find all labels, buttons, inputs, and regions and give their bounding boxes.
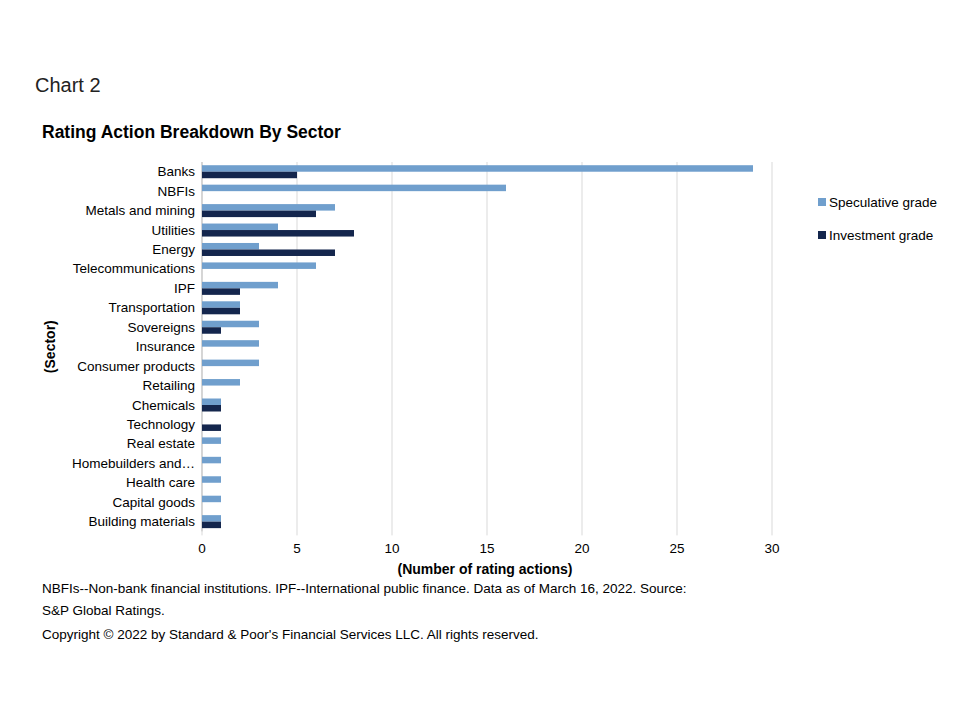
bar bbox=[202, 321, 259, 328]
category-label: Retailing bbox=[142, 378, 195, 393]
bar bbox=[202, 463, 203, 470]
bar bbox=[202, 301, 240, 308]
category-label: Building materials bbox=[88, 514, 195, 529]
tick-label: 15 bbox=[479, 541, 494, 556]
category-label: Utilities bbox=[151, 223, 195, 238]
bar bbox=[202, 165, 753, 172]
category-label: Real estate bbox=[127, 436, 195, 451]
legend: Speculative grade Investment grade bbox=[818, 195, 937, 243]
category-label: Sovereigns bbox=[127, 320, 195, 335]
grid-line bbox=[487, 162, 488, 535]
bar bbox=[202, 249, 335, 256]
bar bbox=[202, 457, 221, 464]
grid-line bbox=[392, 162, 393, 535]
grid-line bbox=[582, 162, 583, 535]
bar bbox=[202, 243, 259, 250]
bar bbox=[202, 269, 203, 276]
bar bbox=[202, 444, 203, 451]
bar bbox=[202, 308, 240, 315]
note: S&P Global Ratings. bbox=[42, 603, 165, 618]
caption: Chart 2 bbox=[35, 74, 101, 96]
bar bbox=[202, 172, 297, 179]
tick-label: 5 bbox=[293, 541, 301, 556]
y-axis-label: (Sector) bbox=[42, 320, 58, 373]
category-label: Homebuilders and… bbox=[72, 456, 195, 471]
bar bbox=[202, 483, 203, 490]
bar bbox=[202, 347, 203, 354]
bar bbox=[202, 437, 221, 444]
bar bbox=[202, 379, 240, 386]
bar bbox=[202, 399, 221, 406]
category-label: Telecommunications bbox=[73, 261, 196, 276]
category-label: IPF bbox=[174, 281, 195, 296]
category-label: Capital goods bbox=[112, 495, 195, 510]
bar bbox=[202, 340, 259, 347]
category-label: Chemicals bbox=[132, 398, 195, 413]
bar bbox=[202, 262, 316, 269]
grid bbox=[202, 162, 772, 535]
category-label: Health care bbox=[126, 475, 195, 490]
title: Rating Action Breakdown By Sector bbox=[42, 122, 341, 142]
x-axis-label: (Number of rating actions) bbox=[397, 561, 572, 577]
tick-label: 30 bbox=[764, 541, 779, 556]
grid-line bbox=[297, 162, 298, 535]
legend-label: Speculative grade bbox=[829, 195, 937, 210]
bars bbox=[202, 165, 753, 528]
note: NBFIs--Non-bank financial institutions. … bbox=[42, 581, 687, 596]
category-label: Metals and mining bbox=[85, 203, 195, 218]
bar bbox=[202, 327, 221, 334]
bar bbox=[202, 424, 221, 431]
category-label: Insurance bbox=[136, 339, 195, 354]
category-label: Technology bbox=[127, 417, 196, 432]
tick-label: 10 bbox=[384, 541, 399, 556]
bar bbox=[202, 224, 278, 231]
bar bbox=[202, 366, 203, 373]
bar bbox=[202, 360, 259, 367]
legend-label: Investment grade bbox=[829, 228, 933, 243]
tick-label: 20 bbox=[574, 541, 589, 556]
grid-line bbox=[772, 162, 773, 535]
bar bbox=[202, 418, 203, 425]
bar bbox=[202, 476, 221, 483]
category-label: Energy bbox=[152, 242, 195, 257]
category-label: Transportation bbox=[108, 300, 195, 315]
legend-swatch bbox=[818, 231, 826, 239]
chart: Chart 2 Rating Action Breakdown By Sector… bbox=[0, 0, 959, 720]
bar bbox=[202, 502, 203, 509]
bar bbox=[202, 515, 221, 522]
category-label: Banks bbox=[157, 164, 195, 179]
bar bbox=[202, 211, 316, 218]
bar bbox=[202, 288, 240, 295]
tick-label: 25 bbox=[669, 541, 684, 556]
bar bbox=[202, 496, 221, 503]
bar bbox=[202, 282, 278, 289]
bar bbox=[202, 405, 221, 412]
note: Copyright © 2022 by Standard & Poor's Fi… bbox=[42, 627, 539, 642]
bar bbox=[202, 204, 335, 211]
bar bbox=[202, 386, 203, 393]
bar bbox=[202, 230, 354, 237]
background bbox=[0, 0, 959, 720]
tick-label: 0 bbox=[198, 541, 206, 556]
bar bbox=[202, 191, 203, 198]
grid-line bbox=[677, 162, 678, 535]
legend-swatch bbox=[818, 198, 826, 206]
category-label: NBFIs bbox=[157, 184, 195, 199]
bar bbox=[202, 522, 221, 529]
category-label: Consumer products bbox=[77, 359, 195, 374]
bar bbox=[202, 185, 506, 192]
